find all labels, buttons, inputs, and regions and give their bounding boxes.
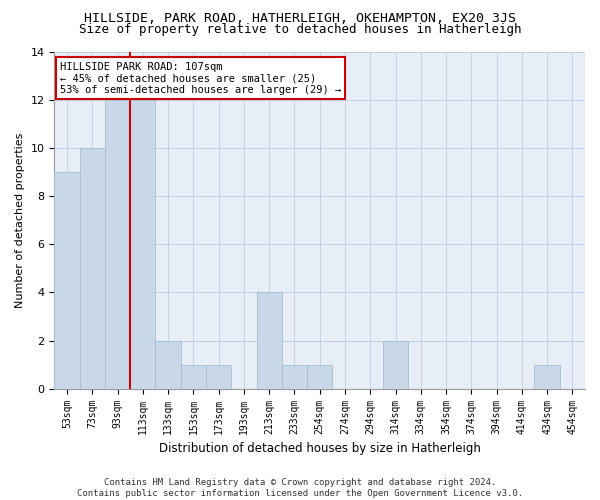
Text: Size of property relative to detached houses in Hatherleigh: Size of property relative to detached ho… xyxy=(79,22,521,36)
Bar xyxy=(130,100,155,389)
Text: Contains HM Land Registry data © Crown copyright and database right 2024.
Contai: Contains HM Land Registry data © Crown c… xyxy=(77,478,523,498)
Y-axis label: Number of detached properties: Number of detached properties xyxy=(15,132,25,308)
Text: HILLSIDE PARK ROAD: 107sqm
← 45% of detached houses are smaller (25)
53% of semi: HILLSIDE PARK ROAD: 107sqm ← 45% of deta… xyxy=(60,62,341,95)
Bar xyxy=(535,364,560,388)
X-axis label: Distribution of detached houses by size in Hatherleigh: Distribution of detached houses by size … xyxy=(159,442,481,455)
Bar xyxy=(80,148,105,388)
Bar xyxy=(282,364,307,388)
Bar xyxy=(181,364,206,388)
Bar xyxy=(257,292,282,388)
Bar xyxy=(155,340,181,388)
Bar xyxy=(105,100,130,389)
Bar xyxy=(55,172,80,388)
Bar xyxy=(307,364,332,388)
Bar xyxy=(383,340,408,388)
Text: HILLSIDE, PARK ROAD, HATHERLEIGH, OKEHAMPTON, EX20 3JS: HILLSIDE, PARK ROAD, HATHERLEIGH, OKEHAM… xyxy=(84,12,516,26)
Bar xyxy=(206,364,231,388)
